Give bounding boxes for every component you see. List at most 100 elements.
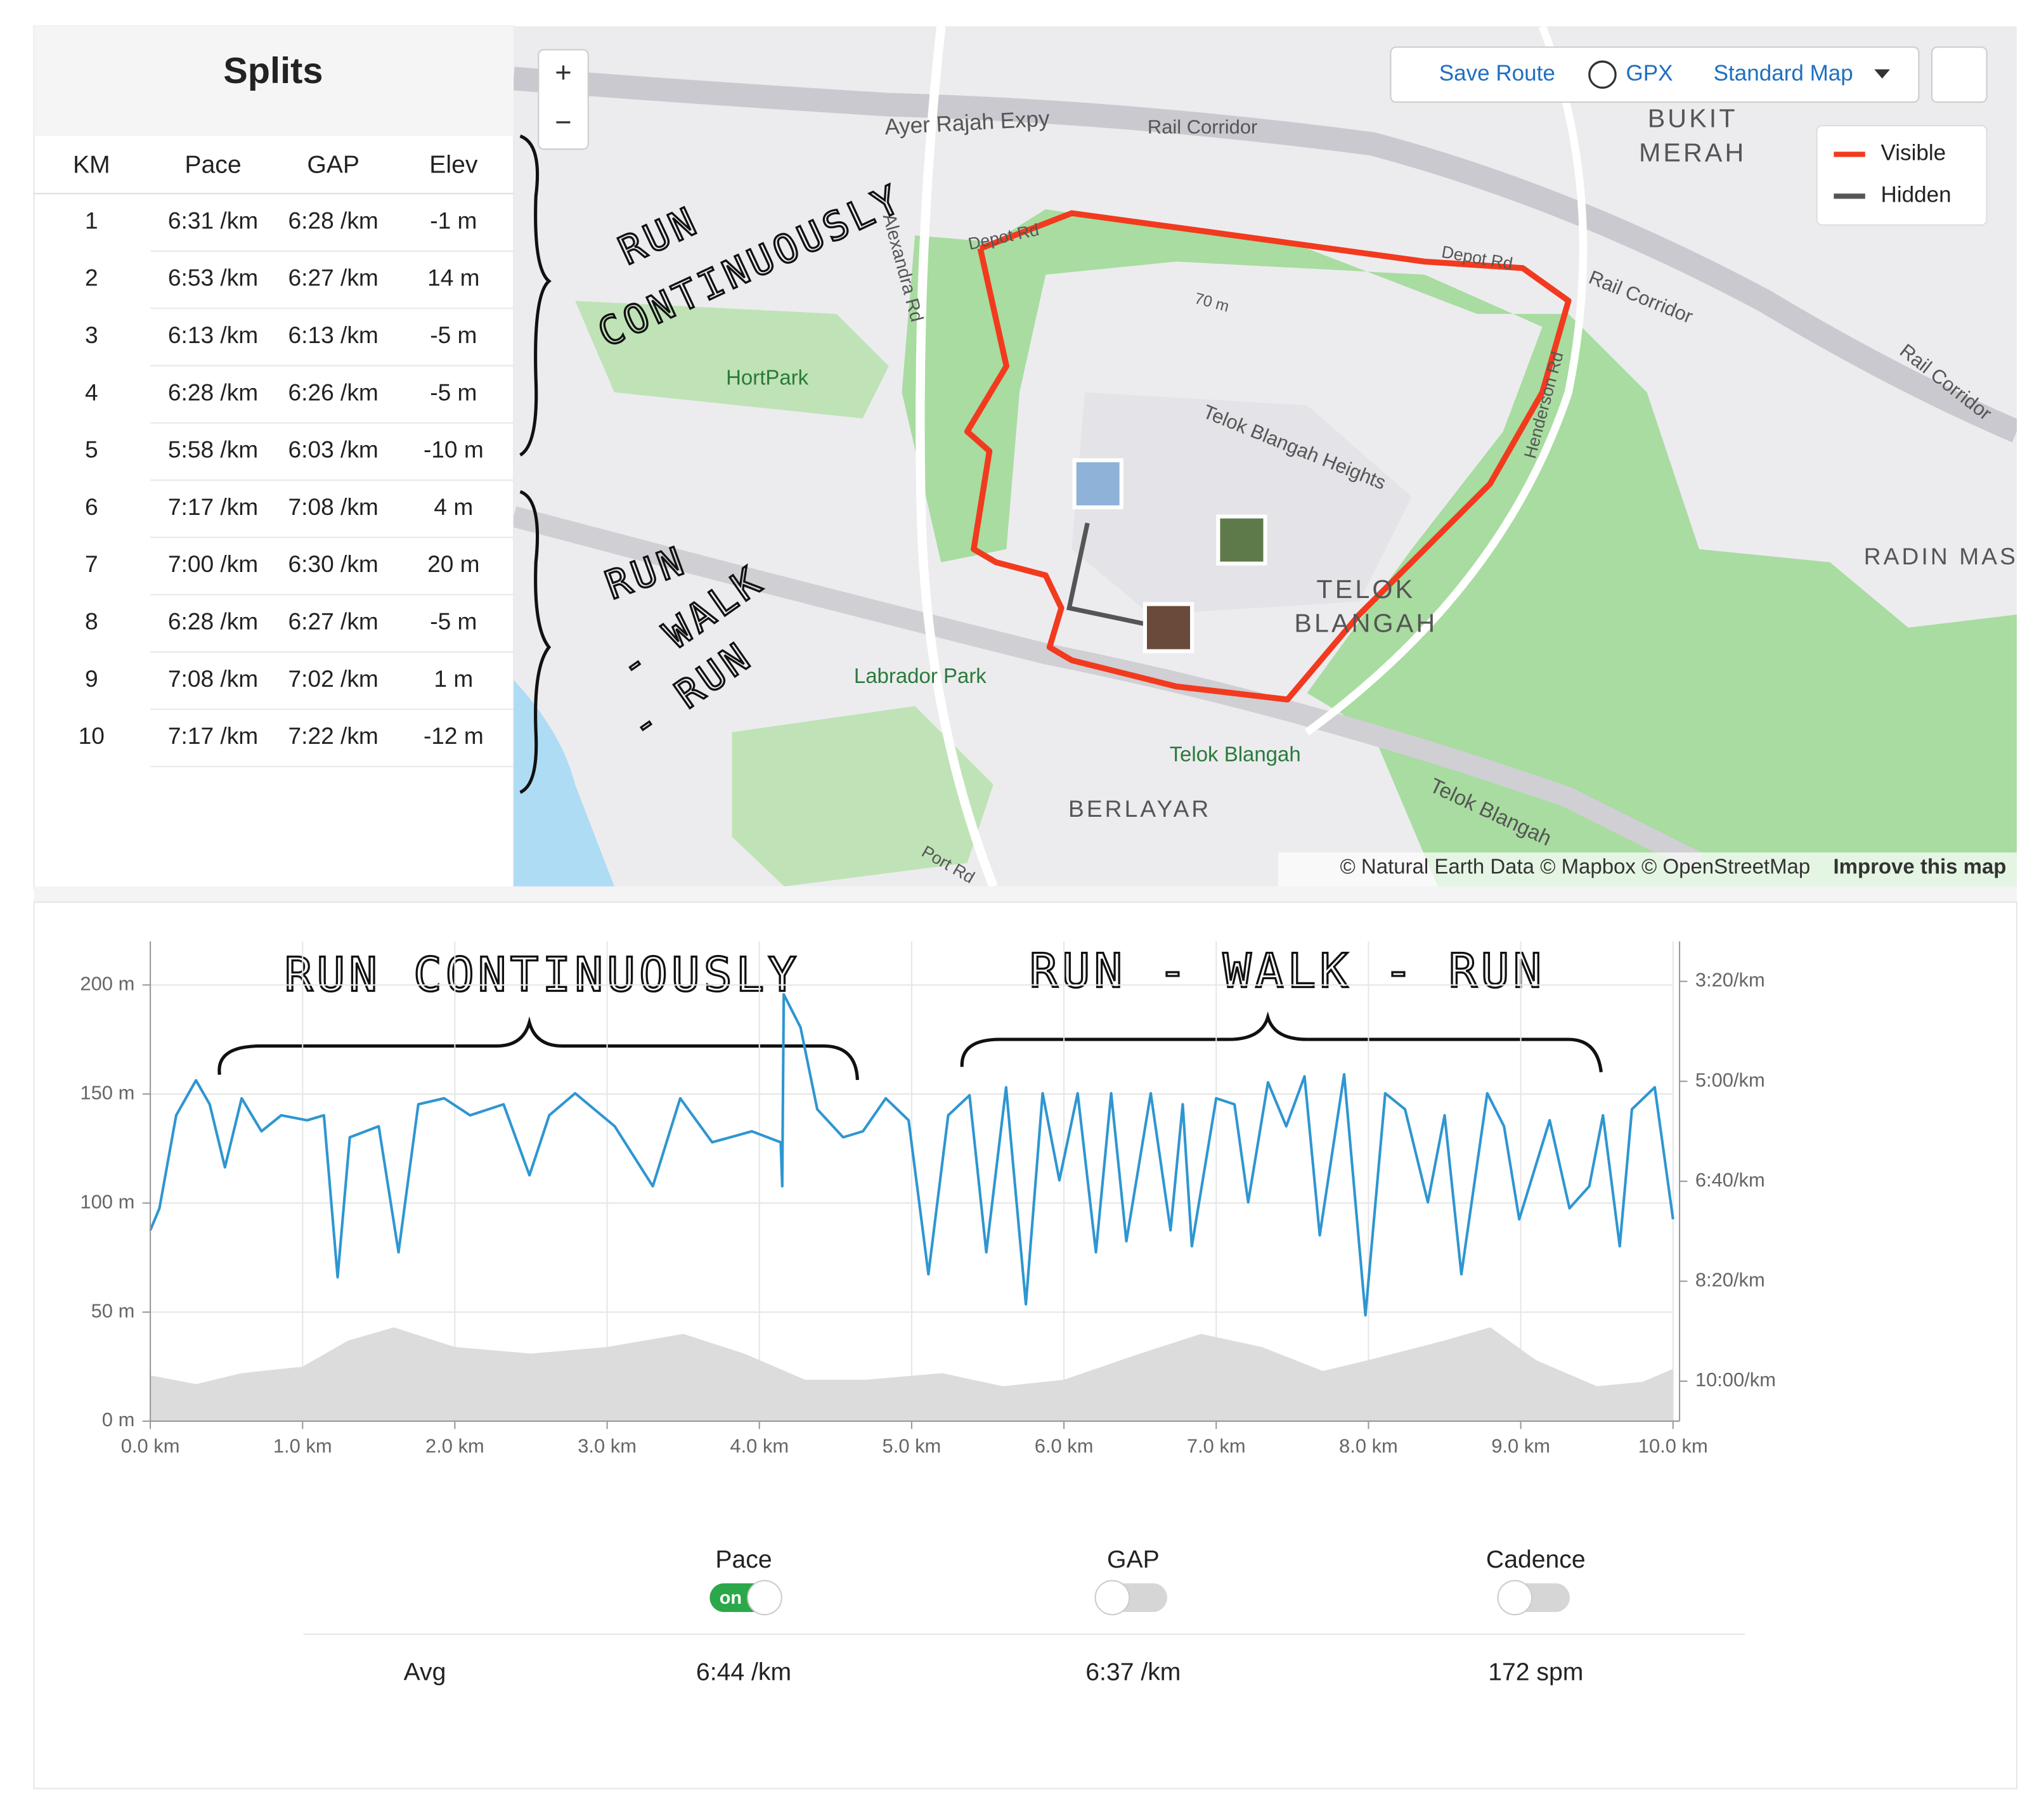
y-tick-label: 50 m [91, 1299, 135, 1322]
x-tick-label: 2.0 km [425, 1434, 484, 1457]
avg-value: 172 spm [1488, 1658, 1583, 1686]
splits-header [34, 26, 514, 136]
column-header: KM [73, 151, 110, 178]
legend-label: Hidden [1881, 183, 1952, 207]
water [514, 680, 614, 887]
split-cell: 6:03 /km [288, 436, 379, 463]
split-cell: 7:02 /km [288, 665, 379, 692]
x-tick-label: 10.0 km [1638, 1434, 1708, 1457]
split-cell: -5 m [430, 608, 477, 634]
map-toolbar [1390, 46, 1920, 103]
route-visible [964, 210, 1572, 703]
save-route[interactable]: Save Route [1439, 61, 1555, 86]
handwritten-brace [519, 134, 552, 457]
map-label: Telok Blangah [1170, 742, 1301, 765]
photo-marker[interactable] [1216, 514, 1267, 566]
split-cell: 6 [85, 493, 98, 520]
split-cell: 6:28 /km [168, 608, 258, 634]
route-hidden [1066, 523, 1151, 628]
fullscreen[interactable] [1931, 46, 1988, 103]
x-tick-label: 4.0 km [730, 1434, 789, 1457]
split-cell: 8 [85, 608, 98, 634]
x-tick-label: 1.0 km [273, 1434, 332, 1457]
toggle-label: GAP [1107, 1546, 1160, 1573]
split-cell: 2 [85, 264, 98, 291]
y-tick-label: 0 m [102, 1408, 135, 1431]
y2-tick-label: 3:20/km [1695, 969, 1765, 991]
map-label: TELOK [1316, 575, 1415, 604]
split-cell: 6:13 /km [168, 322, 258, 348]
elevation-area [150, 1327, 1673, 1422]
x-tick-label: 3.0 km [578, 1434, 637, 1457]
split-cell: 20 m [427, 550, 479, 577]
expressway [514, 67, 2017, 443]
avg-value: 6:37 /km [1085, 1658, 1181, 1686]
pace-line [149, 992, 1674, 1317]
map-label: Rail Corridor [1148, 115, 1257, 138]
y-tick-label: 200 m [80, 972, 134, 994]
split-cell: 7:17 /km [168, 493, 258, 520]
chart-panel [33, 901, 2017, 1790]
x-tick-label: 7.0 km [1187, 1434, 1246, 1457]
map-label: BLANGAH [1294, 608, 1437, 637]
x-tick-label: 9.0 km [1491, 1434, 1550, 1457]
road [514, 506, 1704, 873]
improve-map[interactable]: Improve this map [1833, 855, 2006, 878]
photo-marker[interactable] [1072, 458, 1123, 510]
split-cell: 10 [79, 722, 105, 749]
divider[interactable] [34, 886, 2017, 902]
column-header: Pace [184, 151, 241, 178]
park [575, 301, 889, 419]
split-cell: 1 [85, 207, 98, 233]
park [902, 209, 2017, 887]
zoom-out[interactable]: − [555, 106, 571, 138]
split-cell: 6:13 /km [288, 322, 379, 348]
map-label: MERAH [1639, 138, 1746, 167]
split-cell: 9 [85, 665, 98, 692]
x-tick-label: 6.0 km [1035, 1434, 1094, 1457]
y-tick-label: 150 m [80, 1081, 134, 1103]
split-cell: 6:53 /km [168, 264, 258, 291]
toggle-label: Pace [715, 1546, 772, 1573]
attribution: © Natural Earth Data © Mapbox © OpenStre… [1340, 855, 1810, 878]
splits-panel [33, 25, 515, 890]
split-cell: 4 [85, 379, 98, 405]
photo-marker[interactable] [1142, 602, 1194, 653]
gpx-icon [1588, 60, 1617, 89]
zoom-control [538, 49, 589, 150]
split-cell: -5 m [430, 322, 477, 348]
legend-label: Visible [1881, 141, 1946, 166]
x-tick-label: 0.0 km [121, 1434, 180, 1457]
column-header: GAP [307, 151, 359, 178]
road [1304, 26, 1588, 736]
plot: 0.0 km 1.0 km 2.0 km 3.0 km 4.0 km 5.0 km 6.0 … [80, 941, 1776, 1457]
split-cell: 14 m [427, 264, 479, 291]
avg-value: 6:44 /km [696, 1658, 791, 1686]
map: Ayer Rajah Expy Rail Corridor BUKITMERAHDe… [514, 26, 2018, 887]
map-label: BUKIT [1648, 104, 1738, 133]
map-label: RADIN MAS [1864, 543, 2018, 569]
split-cell: 7 [85, 550, 98, 577]
split-cell: 6:30 /km [288, 550, 379, 577]
y2-tick-label: 10:00/km [1695, 1368, 1776, 1391]
attribution-bg [1278, 852, 2017, 887]
map-style[interactable]: Standard Map [1714, 61, 1853, 86]
split-cell: 6:31 /km [168, 207, 258, 233]
zoom-in[interactable]: + [555, 56, 571, 89]
split-cell: -1 m [430, 207, 477, 233]
handwritten-brace [960, 1011, 1603, 1072]
handwritten-note: RUN - WALK - RUN [1030, 944, 1546, 999]
toggle-knob [747, 1580, 782, 1616]
estate [1071, 392, 1412, 615]
split-cell: 5:58 /km [168, 436, 258, 463]
handwritten-brace [217, 1016, 859, 1081]
split-cell: 6:27 /km [288, 264, 379, 291]
split-cell: 7:08 /km [168, 665, 258, 692]
split-cell: 3 [85, 322, 98, 348]
toggle-state: on [720, 1588, 742, 1608]
gpx[interactable]: GPX [1626, 61, 1673, 86]
map-label: Labrador Park [854, 664, 987, 687]
toggle-label: Cadence [1486, 1546, 1586, 1573]
split-cell: 7:22 /km [288, 722, 379, 749]
